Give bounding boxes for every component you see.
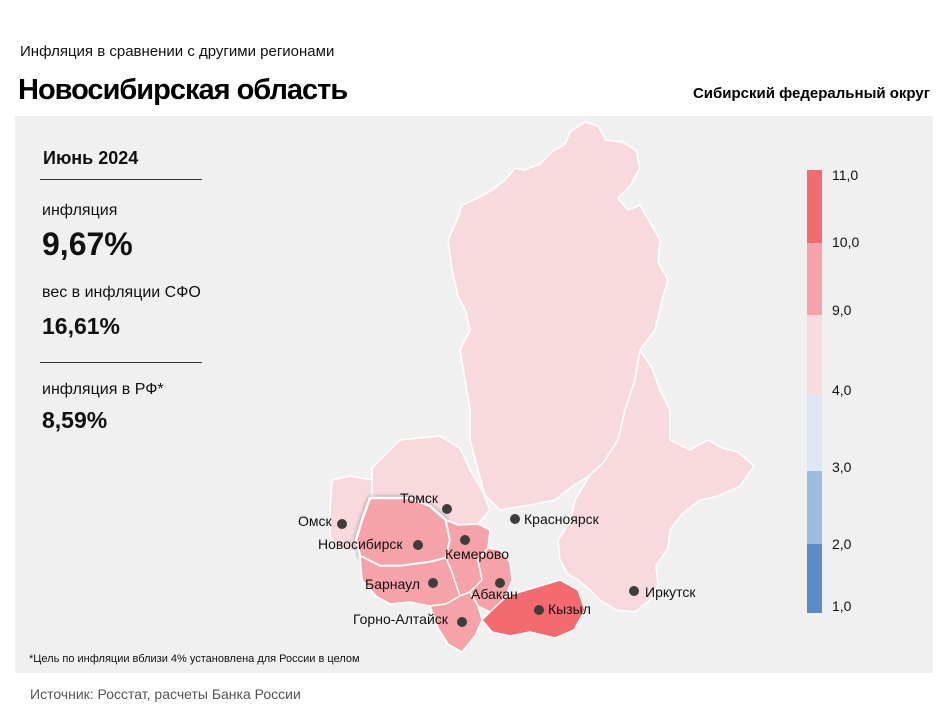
- source-note: Источник: Росстат, расчеты Банка России: [30, 686, 301, 702]
- legend-bin-3-4: [807, 394, 822, 471]
- legend-tick-9: 9,0: [832, 302, 852, 318]
- city-label-barnaul: Барнаул: [365, 576, 420, 592]
- region-tyva: [481, 579, 586, 639]
- city-label-novosibirsk: Новосибирск: [318, 536, 403, 552]
- legend-tick-3: 3,0: [832, 459, 852, 475]
- marker-kyzyl: [534, 605, 544, 615]
- marker-kemerovo: [460, 535, 470, 545]
- city-markers: [337, 504, 639, 627]
- marker-abakan: [495, 578, 505, 588]
- page-title: Новосибирская область: [18, 74, 348, 106]
- region-irkutsk: [557, 349, 755, 613]
- legend-tick-11: 11,0: [832, 167, 859, 183]
- period-label: Июнь 2024: [43, 148, 139, 168]
- legend-bin-2-3: [807, 471, 822, 544]
- city-label-krasnoyarsk: Красноярск: [524, 511, 600, 527]
- marker-gorno-altaysk: [457, 617, 467, 627]
- legend-tick-10: 10,0: [832, 234, 860, 250]
- rf-inflation-value: 8,59%: [42, 407, 108, 433]
- marker-barnaul: [428, 578, 438, 588]
- city-label-kemerovo: Кемерово: [445, 546, 509, 562]
- inflation-label: инфляция: [42, 202, 118, 219]
- city-label-tomsk: Томск: [400, 490, 439, 506]
- legend-bin-1-2: [807, 544, 822, 613]
- legend-tick-4: 4,0: [832, 382, 852, 398]
- marker-irkutsk: [629, 586, 639, 596]
- legend-bin-10-11: [807, 170, 822, 243]
- divider-top: [40, 179, 202, 180]
- legend-tick-1: 1,0: [832, 598, 852, 614]
- marker-novosibirsk: [413, 540, 423, 550]
- footnote: *Цель по инфляции вблизи 4% установлена …: [29, 653, 360, 665]
- weight-label: вес в инфляции СФО: [42, 284, 201, 301]
- page-subtitle: Инфляция в сравнении с другими регионами: [20, 43, 335, 60]
- weight-value: 16,61%: [42, 313, 121, 339]
- city-label-kyzyl: Кызыл: [548, 601, 591, 617]
- legend-bin-9-10: [807, 243, 822, 315]
- legend-bin-4-9: [807, 315, 822, 394]
- rf-inflation-label: инфляция в РФ*: [42, 381, 164, 398]
- city-label-abakan: Абакан: [471, 586, 518, 602]
- district-label: Сибирский федеральный округ: [692, 85, 930, 102]
- inflation-value: 9,67%: [42, 226, 133, 262]
- city-label-gorno-altaysk: Горно-Алтайск: [353, 611, 449, 627]
- marker-krasnoyarsk: [510, 514, 520, 524]
- legend-tick-2: 2,0: [832, 536, 852, 552]
- divider-bottom: [40, 362, 202, 363]
- marker-tomsk: [442, 504, 452, 514]
- region-krasnoyarsk: [447, 121, 669, 511]
- city-label-omsk: Омск: [298, 513, 333, 529]
- marker-omsk: [337, 519, 347, 529]
- city-label-irkutsk: Иркутск: [645, 584, 696, 600]
